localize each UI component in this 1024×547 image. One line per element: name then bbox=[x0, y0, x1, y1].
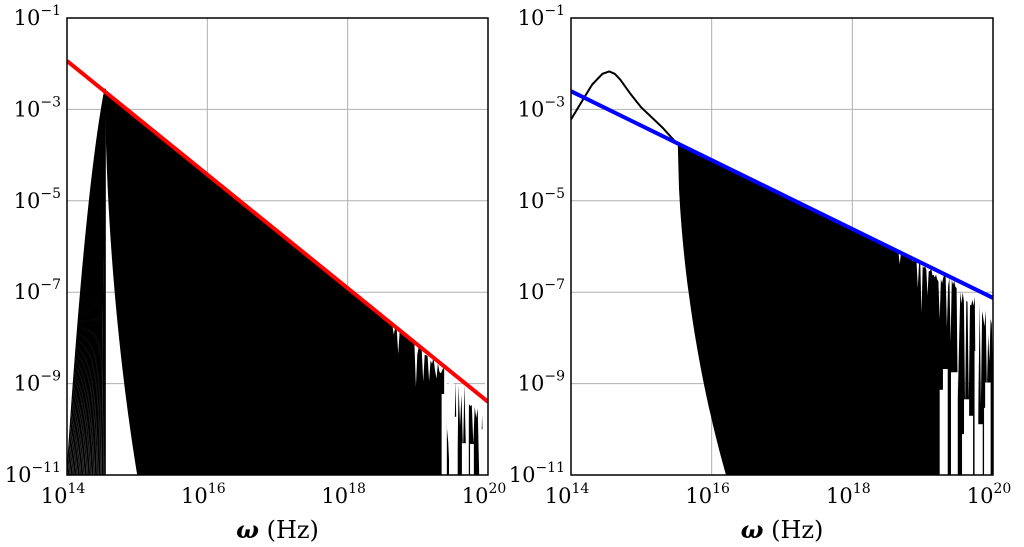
y-tick-label: 10−1 bbox=[518, 3, 565, 30]
spectrum-series bbox=[677, 144, 993, 475]
y-tick-base: 10 bbox=[518, 189, 545, 213]
y-tick-label: 10−5 bbox=[518, 186, 565, 213]
x-tick-base: 10 bbox=[826, 484, 853, 508]
y-tick-base: 10 bbox=[518, 372, 545, 396]
spectrum-gap bbox=[950, 372, 958, 475]
x-axis-symbol: ω bbox=[741, 515, 764, 544]
y-tick-exponent: −1 bbox=[40, 3, 61, 19]
x-axis-unit: (Hz) bbox=[259, 516, 319, 544]
y-tick-label: 10−9 bbox=[518, 369, 565, 396]
y-tick-label: 10−11 bbox=[509, 460, 565, 487]
spectrum-gap bbox=[964, 399, 970, 475]
y-tick-exponent: −7 bbox=[544, 277, 565, 293]
x-tick-base: 10 bbox=[181, 484, 208, 508]
y-tick-base: 10 bbox=[14, 6, 41, 30]
y-tick-label: 10−5 bbox=[14, 186, 61, 213]
spectrum-gap bbox=[481, 429, 486, 475]
x-axis-symbol: ω bbox=[236, 515, 259, 544]
x-axis-unit: (Hz) bbox=[763, 516, 823, 544]
chart-panel-1: 1014 1016 1018 102010−110−310−510−710−910−1… bbox=[5, 3, 507, 544]
y-tick-base: 10 bbox=[518, 280, 545, 304]
spectrum-gap bbox=[453, 416, 458, 475]
y-tick-base: 10 bbox=[518, 6, 545, 30]
x-tick-base: 10 bbox=[967, 484, 994, 508]
plot-area bbox=[571, 70, 993, 475]
x-tick-label: 1020 bbox=[462, 481, 507, 508]
spectrum-series bbox=[67, 88, 488, 475]
plot-area bbox=[67, 59, 488, 475]
spectrum-gap bbox=[974, 351, 979, 475]
y-tick-exponent: −9 bbox=[544, 369, 565, 385]
y-tick-base: 10 bbox=[14, 97, 41, 121]
y-tick-base: 10 bbox=[14, 372, 41, 396]
x-tick-exponent: 20 bbox=[993, 481, 1011, 497]
x-tick-base: 10 bbox=[462, 484, 489, 508]
x-axis-label: ω (Hz) bbox=[741, 515, 824, 544]
x-tick-label: 1018 bbox=[826, 481, 871, 508]
x-tick-label: 1016 bbox=[685, 481, 730, 508]
y-tick-base: 10 bbox=[509, 463, 536, 487]
x-tick-label: 1014 bbox=[41, 481, 86, 508]
x-tick-base: 10 bbox=[321, 484, 348, 508]
spectrum-gap bbox=[976, 424, 983, 475]
x-tick-exponent: 18 bbox=[348, 481, 366, 497]
spectrum-gap bbox=[942, 369, 948, 475]
spectrum-gap bbox=[449, 364, 454, 475]
y-tick-exponent: −5 bbox=[544, 186, 565, 202]
spectrum-gap bbox=[967, 415, 974, 475]
y-tick-label: 10−3 bbox=[14, 94, 61, 121]
y-tick-exponent: −1 bbox=[544, 3, 565, 19]
x-tick-exponent: 18 bbox=[853, 481, 871, 497]
spectrum-gap bbox=[466, 404, 469, 475]
y-tick-base: 10 bbox=[5, 463, 32, 487]
y-tick-exponent: −3 bbox=[40, 94, 61, 110]
peak-curve bbox=[571, 70, 679, 146]
spectrum-fill bbox=[677, 144, 993, 475]
x-axis-label: ω (Hz) bbox=[236, 515, 319, 544]
y-tick-exponent: −7 bbox=[40, 277, 61, 293]
y-tick-label: 10−11 bbox=[5, 460, 61, 487]
x-tick-base: 10 bbox=[41, 484, 68, 508]
x-tick-label: 1016 bbox=[181, 481, 226, 508]
spectrum-fill bbox=[105, 92, 488, 475]
chart-panel-2: 1014 1016 1018 102010−110−310−510−710−910−1… bbox=[509, 3, 1012, 544]
x-tick-exponent: 16 bbox=[712, 481, 730, 497]
y-tick-base: 10 bbox=[518, 97, 545, 121]
x-tick-label: 1018 bbox=[321, 481, 366, 508]
x-tick-exponent: 16 bbox=[208, 481, 226, 497]
spectrum-gap bbox=[461, 443, 467, 475]
plot-frame bbox=[66, 17, 489, 476]
spectrum-gap bbox=[985, 382, 991, 475]
x-tick-base: 10 bbox=[685, 484, 712, 508]
y-tick-base: 10 bbox=[14, 280, 41, 304]
x-tick-base: 10 bbox=[545, 484, 572, 508]
plot-frame bbox=[570, 17, 994, 476]
y-tick-exponent: −11 bbox=[31, 460, 61, 476]
x-tick-exponent: 14 bbox=[67, 481, 85, 497]
spectrum-gap bbox=[441, 393, 446, 475]
y-tick-label: 10−7 bbox=[518, 277, 565, 304]
y-tick-exponent: −11 bbox=[535, 460, 565, 476]
spectrum-gap bbox=[470, 443, 474, 475]
y-tick-label: 10−1 bbox=[14, 3, 61, 30]
y-tick-label: 10−3 bbox=[518, 94, 565, 121]
y-tick-label: 10−7 bbox=[14, 277, 61, 304]
x-tick-label: 1014 bbox=[545, 481, 590, 508]
y-tick-label: 10−9 bbox=[14, 369, 61, 396]
envelope-line bbox=[571, 89, 993, 300]
envelope-line bbox=[67, 59, 488, 404]
y-tick-exponent: −3 bbox=[544, 94, 565, 110]
y-tick-exponent: −9 bbox=[40, 369, 61, 385]
y-tick-exponent: −5 bbox=[40, 186, 61, 202]
x-tick-exponent: 14 bbox=[571, 481, 589, 497]
x-tick-label: 1020 bbox=[967, 481, 1012, 508]
x-tick-exponent: 20 bbox=[488, 481, 506, 497]
spectrum-gap bbox=[484, 374, 488, 475]
y-tick-base: 10 bbox=[14, 189, 41, 213]
